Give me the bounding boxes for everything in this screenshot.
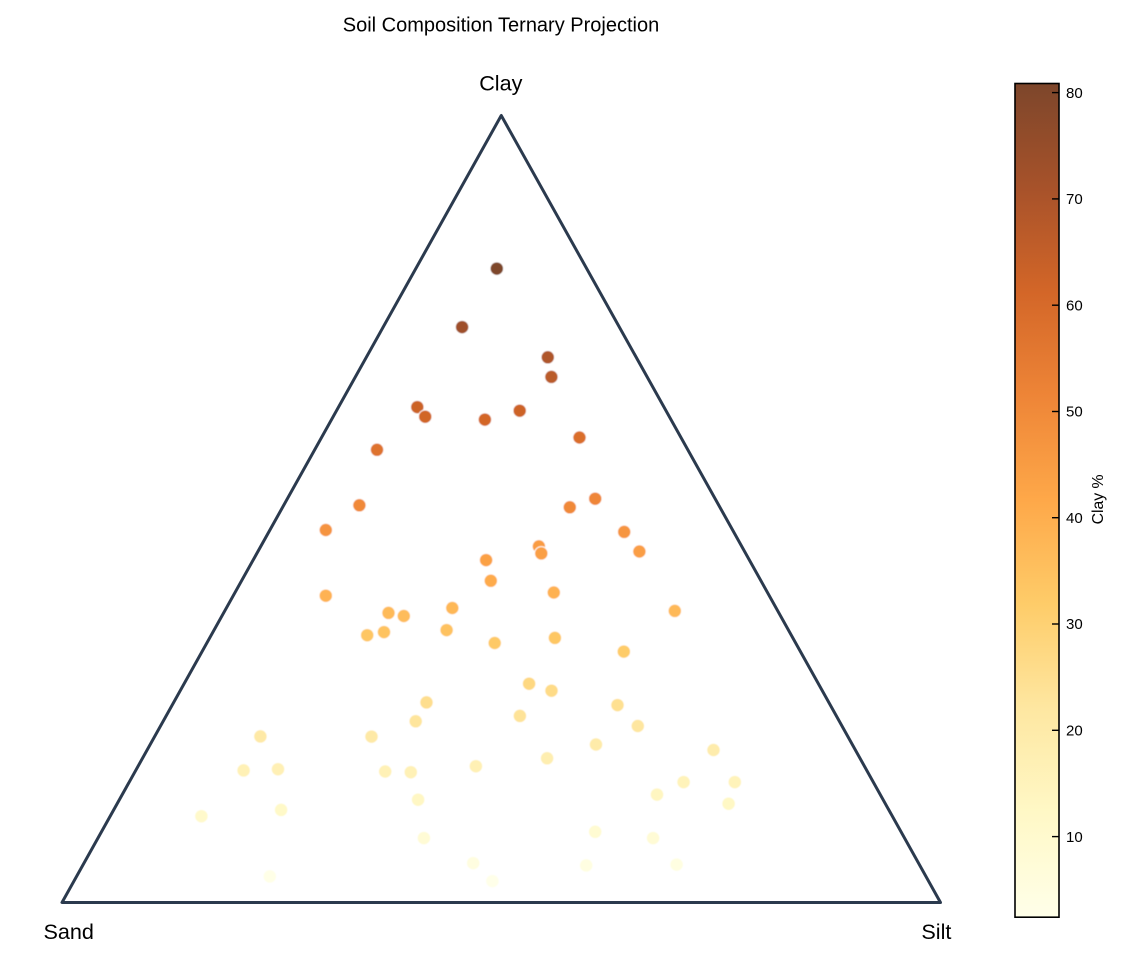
svg-text:Sand: Sand bbox=[43, 919, 93, 944]
svg-text:10: 10 bbox=[1066, 829, 1083, 846]
svg-text:50: 50 bbox=[1066, 404, 1083, 421]
svg-text:40: 40 bbox=[1066, 510, 1083, 527]
svg-text:Clay: Clay bbox=[479, 70, 522, 95]
svg-text:Soil Composition Ternary Proje: Soil Composition Ternary Projection bbox=[343, 15, 659, 37]
svg-text:Silt: Silt bbox=[921, 919, 951, 944]
svg-text:20: 20 bbox=[1066, 723, 1083, 740]
svg-text:Clay %: Clay % bbox=[1090, 474, 1107, 524]
svg-text:80: 80 bbox=[1066, 85, 1083, 102]
svg-text:70: 70 bbox=[1066, 191, 1083, 208]
svg-text:30: 30 bbox=[1066, 616, 1083, 633]
svg-text:60: 60 bbox=[1066, 297, 1083, 314]
